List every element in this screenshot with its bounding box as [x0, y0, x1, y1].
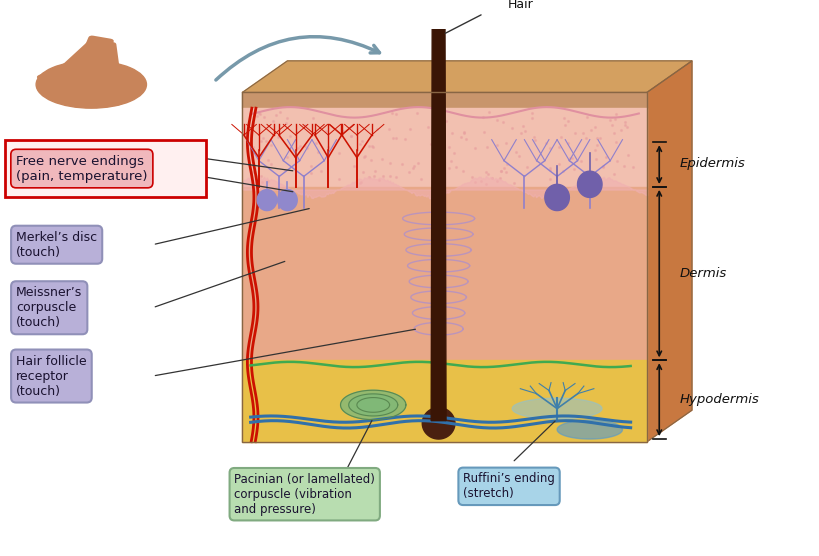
Polygon shape [257, 190, 277, 211]
Polygon shape [544, 185, 568, 211]
Text: Epidermis: Epidermis [679, 157, 744, 170]
FancyBboxPatch shape [37, 56, 96, 90]
Polygon shape [278, 190, 296, 211]
Bar [242, 92, 646, 441]
Text: Hair: Hair [508, 0, 533, 11]
Bar [242, 92, 646, 108]
FancyBboxPatch shape [75, 36, 114, 77]
Bar [242, 108, 646, 187]
Text: Meissner’s
corpuscle
(touch): Meissner’s corpuscle (touch) [16, 286, 82, 329]
Polygon shape [348, 394, 397, 416]
Polygon shape [577, 171, 601, 197]
Polygon shape [356, 398, 389, 412]
FancyBboxPatch shape [55, 41, 109, 81]
Bar [242, 187, 646, 360]
Polygon shape [431, 19, 446, 421]
Text: Ruffini’s ending
(stretch): Ruffini’s ending (stretch) [463, 473, 554, 500]
FancyBboxPatch shape [90, 42, 120, 80]
Bar [242, 360, 646, 441]
FancyBboxPatch shape [6, 140, 206, 197]
Polygon shape [242, 61, 691, 92]
Text: Pacinian (or lamellated)
corpuscle (vibration
and pressure): Pacinian (or lamellated) corpuscle (vibr… [234, 473, 375, 516]
Text: Hypodermis: Hypodermis [679, 393, 758, 406]
Polygon shape [422, 408, 455, 439]
Ellipse shape [107, 80, 137, 106]
Text: Merkel’s disc
(touch): Merkel’s disc (touch) [16, 231, 97, 259]
Ellipse shape [36, 61, 147, 108]
Text: Hair follicle
receptor
(touch): Hair follicle receptor (touch) [16, 355, 87, 398]
Polygon shape [646, 61, 691, 441]
Polygon shape [512, 398, 601, 419]
Polygon shape [556, 420, 622, 439]
Polygon shape [340, 390, 405, 420]
Text: Free nerve endings
(pain, temperature): Free nerve endings (pain, temperature) [16, 155, 147, 182]
Text: Dermis: Dermis [679, 267, 726, 280]
